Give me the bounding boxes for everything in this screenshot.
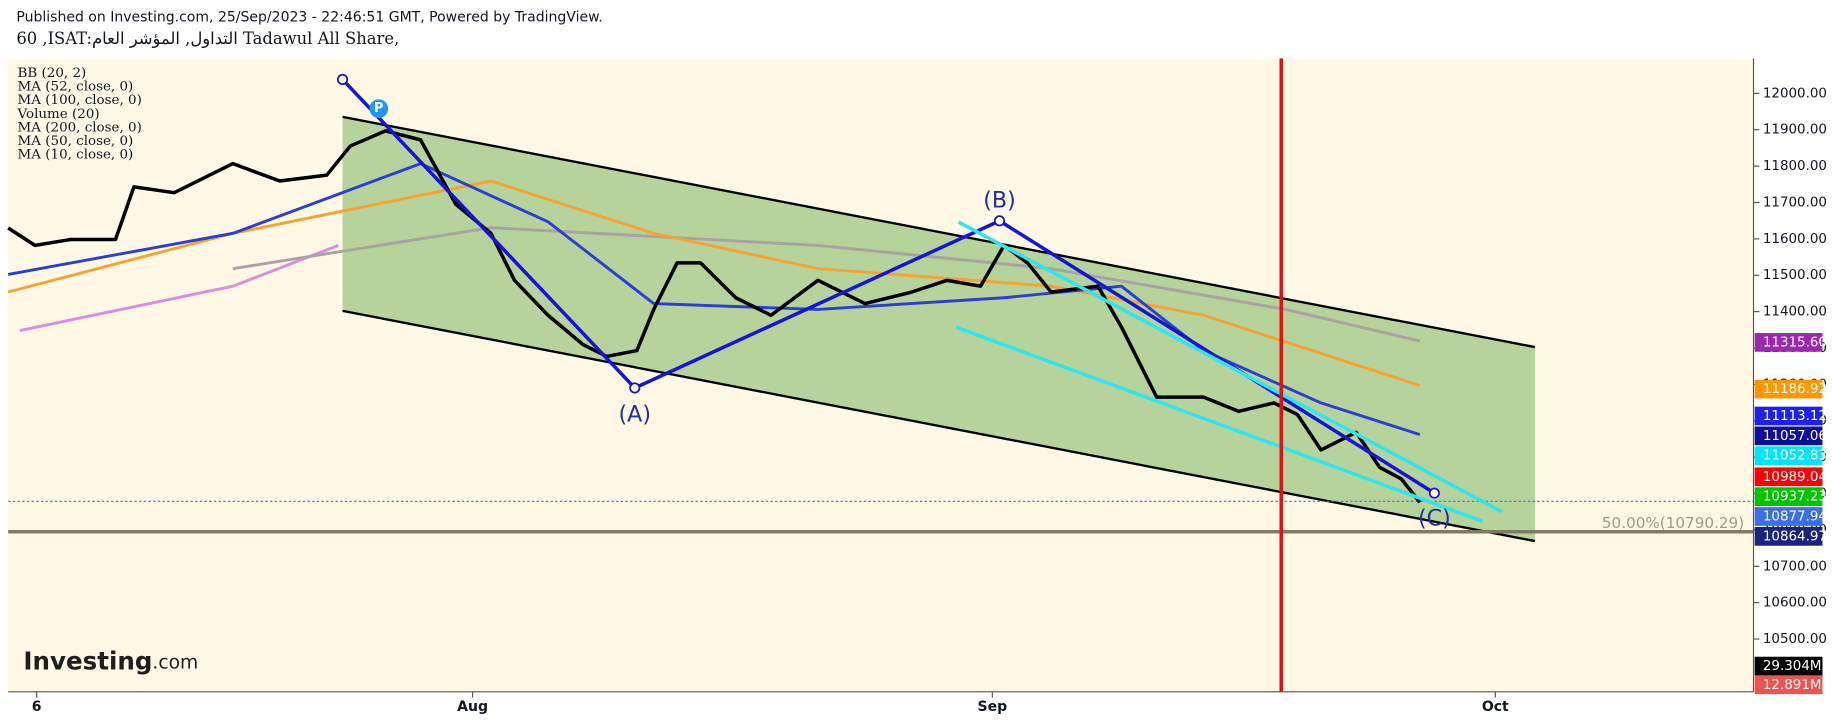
price-tag <box>1754 487 1823 506</box>
p-badge-label: P <box>374 101 383 116</box>
price-tag-label: 11113.12 <box>1763 409 1827 424</box>
price-tag-label: 10937.23 <box>1763 490 1827 505</box>
price-line <box>7 129 1422 504</box>
price-tag-label: 10989.04 <box>1763 470 1827 485</box>
price-tag <box>1754 379 1823 399</box>
price-tag <box>1754 426 1823 446</box>
fib-label: 50.00%(10790.29) <box>1602 514 1744 532</box>
indicator-label: MA (10, close, 0) <box>18 147 134 162</box>
symbol-line: 60 ,ISAT:التداول, المؤشر العام Tadawul A… <box>16 29 399 48</box>
wedge-top <box>957 220 1503 514</box>
x-tick-label: 6 <box>32 699 42 715</box>
y-tick-label: 10600.00 <box>1763 596 1827 611</box>
price-tag-label: 29.304M <box>1763 659 1822 674</box>
price-line <box>19 244 339 333</box>
price-tag <box>1754 467 1823 487</box>
wave-line <box>341 78 1436 495</box>
published-line: Published on Investing.com, 25/Sep/2023 … <box>16 10 602 26</box>
price-line <box>232 226 1421 343</box>
indicator-label: MA (50, close, 0) <box>18 134 134 149</box>
price-tag <box>1754 675 1823 695</box>
price-tag <box>1754 333 1823 352</box>
price-line <box>7 179 1421 387</box>
indicator-label: BB (20, 2) <box>18 66 87 81</box>
x-tick-label: Oct <box>1482 699 1509 715</box>
wave-label-b: (B) <box>983 187 1016 213</box>
indicator-label: MA (100, close, 0) <box>18 93 142 108</box>
price-tag-label: 10864.97 <box>1763 529 1827 544</box>
channel <box>342 116 1535 542</box>
y-tick-label: 11500.00 <box>1763 268 1827 283</box>
price-tag <box>1754 656 1823 676</box>
price-tag-label: 12.891M <box>1763 678 1822 693</box>
y-tick-label: 10500.00 <box>1763 632 1827 647</box>
x-tick-label: Sep <box>978 699 1008 715</box>
y-tick-label: 11400.00 <box>1763 305 1827 320</box>
wave-points <box>336 73 1440 499</box>
channel-bottom <box>342 309 1536 543</box>
price-tag-label: 11052.83 <box>1763 449 1827 464</box>
price-tag <box>1754 406 1823 426</box>
price-tag-label: 11315.60 <box>1763 335 1827 350</box>
indicator-legend: BB (20, 2)MA (52, close, 0)MA (100, clos… <box>17 66 142 162</box>
y-tick-label: 11700.00 <box>1763 195 1827 210</box>
logo-suffix: .com <box>152 652 198 673</box>
series-group <box>7 129 1422 504</box>
y-tick-label: 11800.00 <box>1763 159 1827 174</box>
price-tag <box>1754 507 1823 526</box>
y-tick-label: 11900.00 <box>1763 123 1827 138</box>
indicator-label: MA (52, close, 0) <box>18 80 134 95</box>
channel-top <box>342 115 1536 349</box>
wave-label-a: (A) <box>619 401 652 427</box>
price-line <box>7 162 1421 436</box>
y-tick-label: 12000.00 <box>1763 86 1827 101</box>
p-badge <box>369 99 389 119</box>
price-tag-label: 11057.06 <box>1763 429 1827 444</box>
logo-main: Investing <box>23 647 152 676</box>
x-tick-label: Aug <box>457 699 488 715</box>
price-tag <box>1754 446 1823 466</box>
price-tag <box>1754 527 1823 546</box>
indicator-label: Volume (20) <box>17 107 100 122</box>
y-tick-label: 11600.00 <box>1763 232 1827 247</box>
y-tick-label: 10700.00 <box>1763 559 1827 574</box>
price-tag-label: 11186.92 <box>1763 382 1827 397</box>
price-tag-label: 10877.94 <box>1763 510 1827 525</box>
logo: Investing.com <box>23 647 198 676</box>
wave-label-c: (C) <box>1418 505 1451 531</box>
wedge-bottom <box>955 325 1483 523</box>
indicator-label: MA (200, close, 0) <box>18 120 142 135</box>
